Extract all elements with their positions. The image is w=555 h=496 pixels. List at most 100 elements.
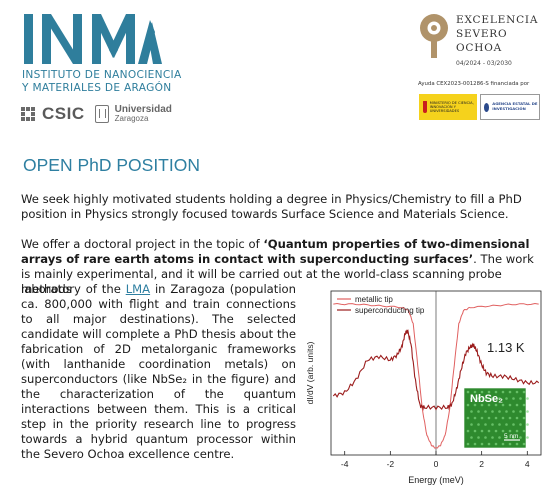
severo-ochoa-emblem-icon (420, 14, 448, 58)
atom-dot (505, 436, 508, 439)
didv-chart: -4 -2 0 2 4 Energy (meV) dI/dV (arb. units) NbS… (305, 290, 542, 485)
atom-dot (491, 423, 494, 426)
atom-dot (501, 429, 505, 433)
atom-dot (501, 390, 505, 394)
atom-dot (494, 429, 498, 433)
atom-dot (473, 429, 477, 433)
atom-dot (508, 390, 512, 394)
atom-dot (473, 416, 477, 420)
atom-dot (498, 423, 501, 426)
atom-dot (522, 416, 526, 420)
aei-label: AGENCIA ESTATAL DE INVESTIGACIÓN (492, 101, 538, 111)
atom-dot (466, 442, 470, 446)
accreditation-dates: 04/2024 - 03/2030 (456, 60, 512, 67)
atom-dot (505, 397, 508, 400)
funding-note: Ayuda CEX2023-001286-S financiada por (418, 81, 530, 87)
atom-dot (484, 423, 487, 426)
atom-dot (498, 436, 501, 439)
atom-dot (477, 436, 480, 439)
atom-dot (512, 397, 515, 400)
atom-dot (470, 436, 473, 439)
intro-paragraph: We seek highly motivated students holdin… (21, 192, 522, 221)
spectroscopy-figure: -4 -2 0 2 4 Energy (meV) dI/dV (arb. units) NbS… (297, 285, 555, 490)
atom-dot (477, 410, 480, 413)
atom-dot (491, 436, 494, 439)
x-tick-label: 2 (479, 459, 484, 469)
atom-dot (515, 390, 519, 394)
atom-dot (480, 416, 484, 420)
atom-dot (484, 397, 487, 400)
spanish-coat-of-arms-icon (423, 101, 427, 113)
atom-dot (522, 390, 526, 394)
atom-dot (473, 442, 477, 446)
atom-dot (477, 397, 480, 400)
atom-dot (508, 416, 512, 420)
atom-dot (519, 423, 522, 426)
atom-dot (512, 423, 515, 426)
y-axis-label: dI/dV (arb. units) (305, 341, 315, 404)
atom-dot (515, 416, 519, 420)
aei-logo: AGENCIA ESTATAL DE INVESTIGACIÓN (480, 94, 540, 120)
atom-dot (501, 442, 505, 446)
atom-dot (515, 442, 519, 446)
atom-dot (480, 429, 484, 433)
university-zaragoza-icon (94, 105, 109, 123)
atom-dot (473, 390, 477, 394)
atom-dot (505, 410, 508, 413)
lma-link[interactable]: LMA (125, 282, 151, 296)
lab-description-text: in Zaragoza (population ca. 800,000 with… (21, 282, 296, 461)
atom-dot (487, 429, 491, 433)
series-line-superconducting-tip (332, 329, 540, 411)
atom-dot (466, 390, 470, 394)
x-tick-label: -2 (387, 459, 395, 469)
atom-dot (494, 442, 498, 446)
atom-dot (494, 390, 498, 394)
atom-dot (487, 416, 491, 420)
project-description-text: . The work is mainly experimental, and i… (21, 252, 534, 296)
university-zaragoza-logo: Universidad Zaragoza (115, 105, 172, 123)
atom-dot (508, 442, 512, 446)
atom-dot (526, 397, 529, 400)
atom-dot (484, 410, 487, 413)
csic-logo-text: CSIC (42, 104, 85, 123)
atom-dot (466, 403, 470, 407)
excellence-label: EXCELENCIA (456, 14, 539, 26)
atom-dot (487, 390, 491, 394)
atom-dot (515, 429, 519, 433)
atom-dot (480, 390, 484, 394)
atom-dot (484, 436, 487, 439)
page-title: OPEN PhD POSITION (23, 155, 200, 175)
atom-dot (466, 429, 470, 433)
x-tick-label: 4 (525, 459, 530, 469)
project-intro-text: We offer a doctoral project in the topic… (21, 237, 264, 251)
partner-logos: CSIC Universidad Zaragoza (20, 103, 172, 125)
atom-dot (498, 397, 501, 400)
atom-dot (470, 423, 473, 426)
atom-dot (470, 410, 473, 413)
institute-name-line1: INSTITUTO DE NANOCIENCIA (22, 69, 182, 81)
atom-dot (522, 429, 526, 433)
atom-dot (466, 416, 470, 420)
atom-dot (487, 442, 491, 446)
university-city-label: Zaragoza (114, 114, 149, 123)
atom-dot (473, 403, 477, 407)
atom-dot (512, 436, 515, 439)
temperature-label: 1.13 K (487, 340, 525, 355)
atom-dot (470, 397, 473, 400)
atom-dot (501, 403, 505, 407)
atom-dot (505, 423, 508, 426)
atom-dot (477, 423, 480, 426)
atom-dot (508, 429, 512, 433)
x-tick-label: -4 (341, 459, 349, 469)
university-label: Universidad (114, 104, 172, 115)
inset-material-label: NbSe₂ (470, 393, 503, 405)
atom-dot (491, 397, 494, 400)
csic-emblem-icon (21, 107, 35, 121)
atom-dot (494, 403, 498, 407)
atom-dot (501, 416, 505, 420)
spanish-ministry-logo: MINISTERIO DE CIENCIA, INNOVACIÓN Y UNIV… (419, 94, 477, 120)
legend-label: superconducting tip (355, 306, 425, 315)
atom-dot (526, 410, 529, 413)
inma-logo (24, 14, 162, 64)
institute-name-line2: Y MATERIALES DE ARAGÓN (22, 82, 172, 94)
